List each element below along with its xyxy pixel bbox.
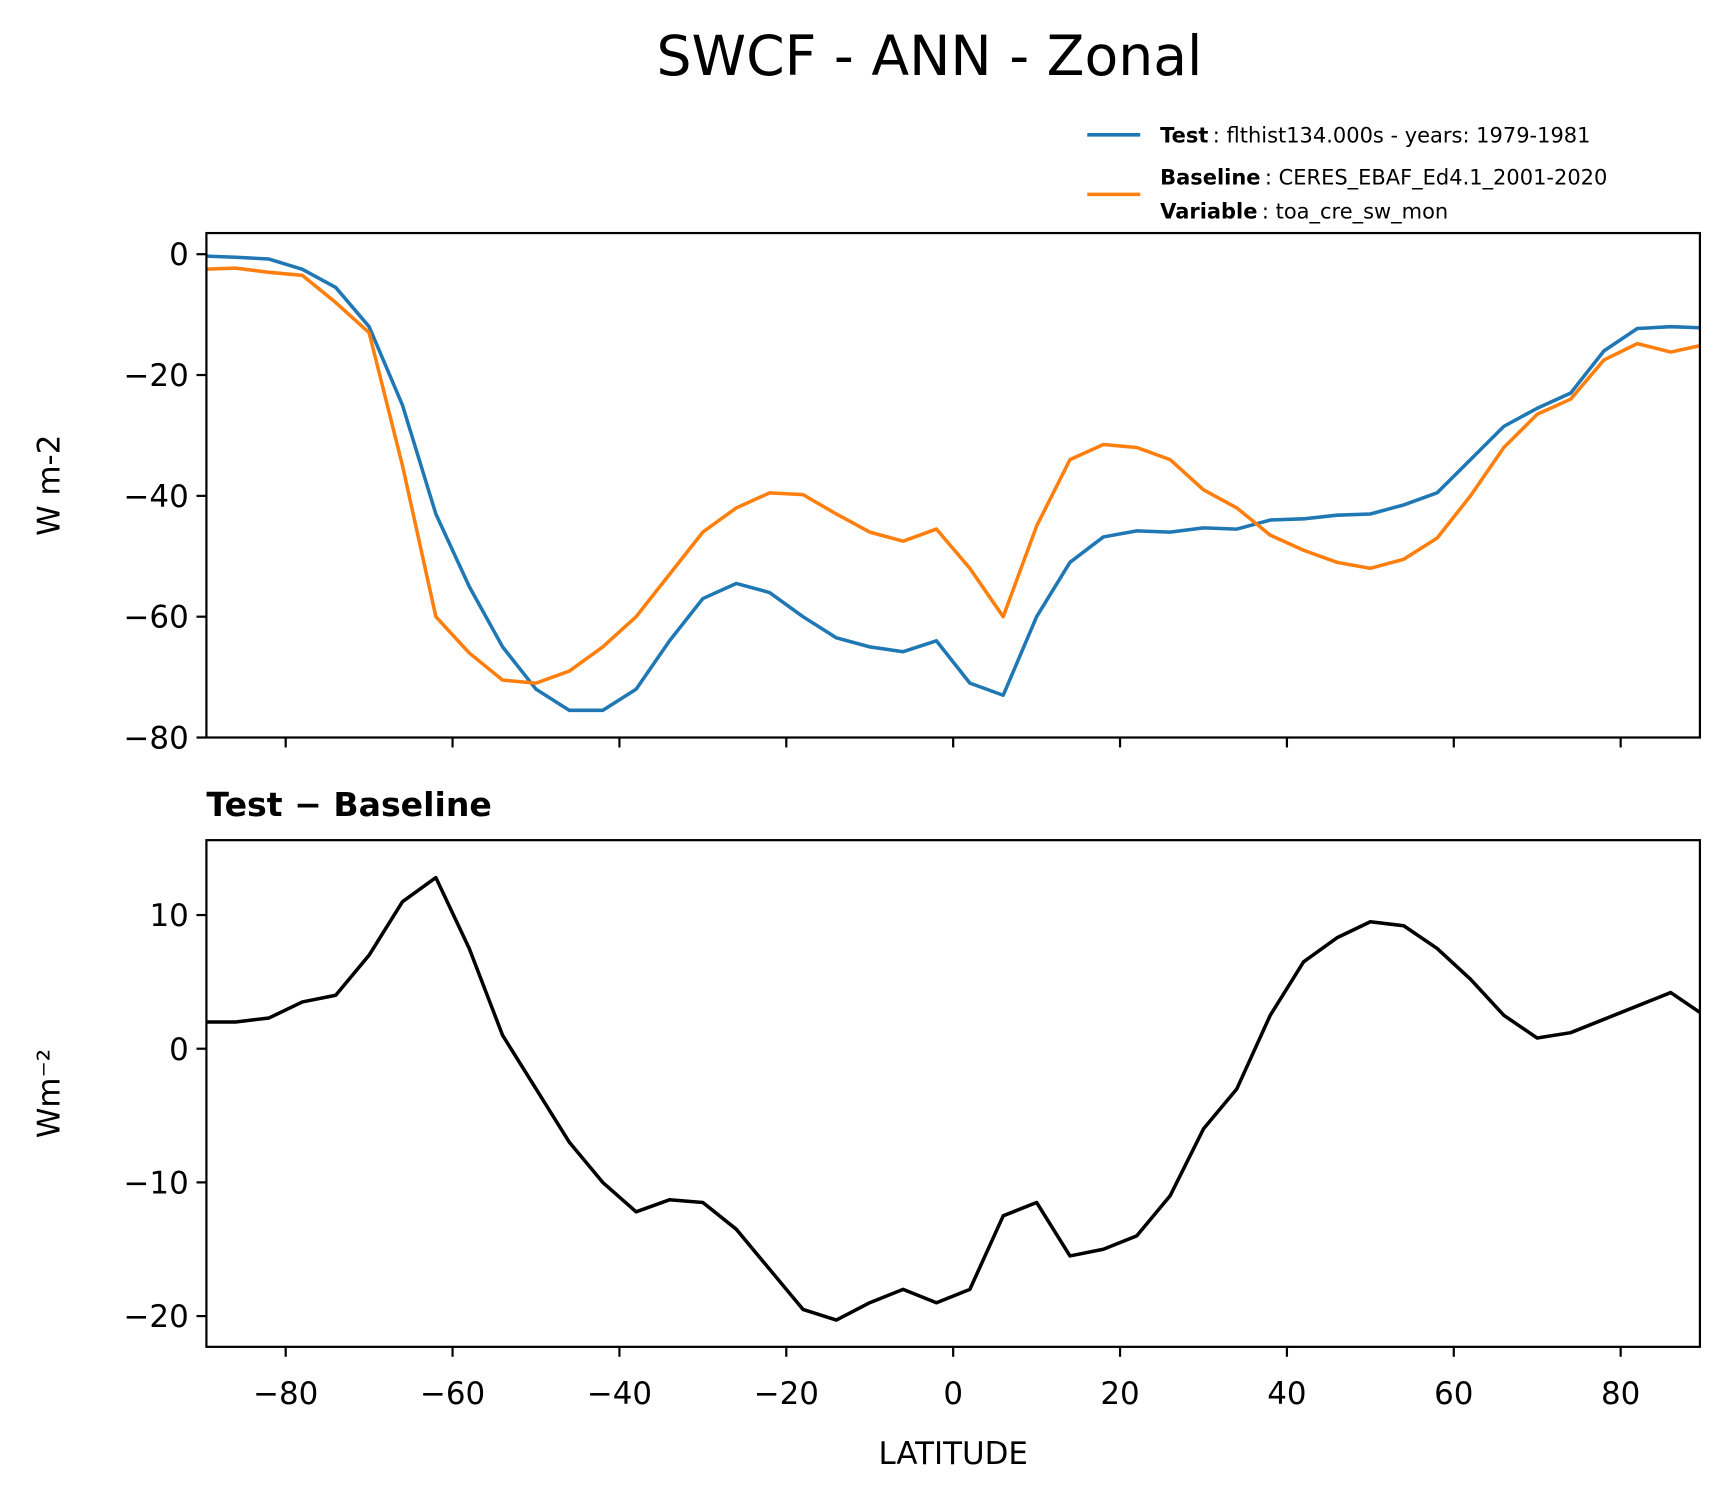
y-tick-label: 0: [169, 1032, 189, 1068]
series-line: [206, 266, 1700, 685]
axes: 0 −20 −40 −60 −80 W m-2 Test: flthist134.000s …: [32, 124, 1702, 757]
x-tick-label: 40: [1267, 1376, 1306, 1412]
x-tick-label: 80: [1601, 1376, 1640, 1412]
y-tick-label: −40: [124, 479, 189, 515]
y-tick-label: −20: [124, 358, 189, 394]
y-tick-label: −80: [124, 721, 189, 757]
axes: 10 0 −10 −20 −80 −60 −40 −20 0 20 40 60 80 Wm⁻² LATITU…: [32, 785, 1702, 1472]
legend-description: : flthist134.000s - years: 1979-1981: [1213, 124, 1591, 148]
x-tick-label: 60: [1434, 1376, 1473, 1412]
y-axis-label: W m-2: [32, 435, 68, 536]
x-tick-label: −80: [253, 1376, 318, 1412]
x-tick-label: −60: [420, 1376, 485, 1412]
figure-title: SWCF - ANN - Zonal: [656, 25, 1202, 89]
x-tick-label: 0: [943, 1376, 963, 1412]
legend-description: : toa_cre_sw_mon: [1262, 200, 1448, 225]
legend-entry: Variable: toa_cre_sw_mon: [1160, 200, 1448, 225]
legend-label: Test: [1160, 124, 1208, 148]
legend-description: : CERES_EBAF_Ed4.1_2001-2020: [1265, 165, 1607, 190]
series-line: [206, 254, 1700, 713]
legend-label: Variable: [1160, 200, 1257, 224]
y-tick-label: −20: [124, 1299, 189, 1335]
legend-entry: Test: flthist134.000s - years: 1979-1981: [1160, 124, 1590, 148]
legend-entry: Baseline: CERES_EBAF_Ed4.1_2001-2020: [1160, 165, 1607, 190]
series-line: [206, 875, 1700, 1322]
y-tick-label: 0: [169, 237, 189, 273]
legend: Test: flthist134.000s - years: 1979-1981…: [1087, 124, 1607, 225]
x-axis-label: LATITUDE: [878, 1436, 1027, 1472]
axes-title: Test − Baseline: [206, 785, 491, 824]
x-tick-label: 20: [1100, 1376, 1139, 1412]
legend-label: Baseline: [1160, 165, 1260, 189]
x-tick-label: −40: [587, 1376, 652, 1412]
y-tick-label: −60: [124, 600, 189, 636]
y-axis-label: Wm⁻²: [32, 1049, 68, 1138]
y-tick-label: 10: [149, 898, 188, 934]
x-tick-label: −20: [754, 1376, 819, 1412]
y-tick-label: −10: [124, 1165, 189, 1201]
